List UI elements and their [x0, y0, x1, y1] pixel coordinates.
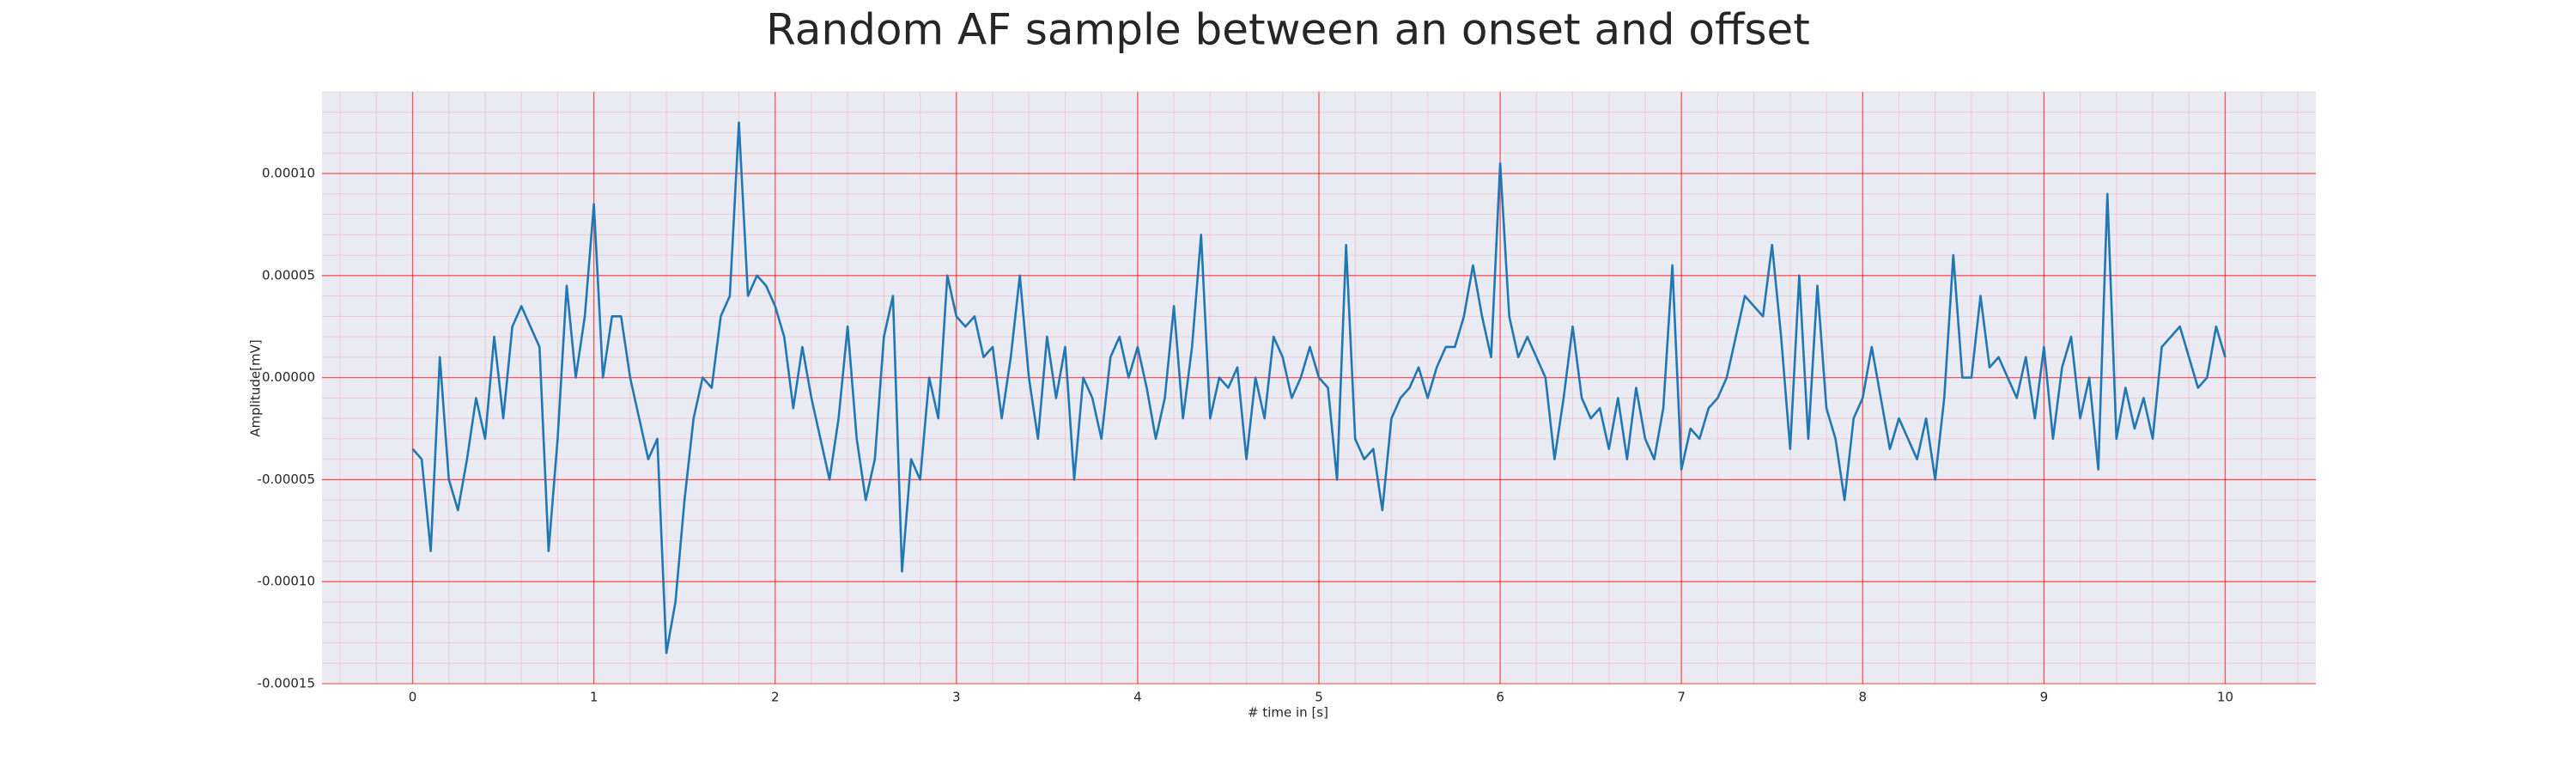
x-tick-label: 6: [1496, 690, 1504, 705]
y-tick-label: 0.00005: [262, 267, 315, 283]
x-tick-label: 7: [1677, 690, 1686, 705]
x-tick-label: 8: [1858, 690, 1867, 705]
x-tick-label: 10: [2217, 690, 2233, 705]
x-tick-label: 3: [952, 690, 961, 705]
y-axis-label: Amplitude[mV]: [248, 339, 264, 436]
y-tick-label: 0.00010: [262, 166, 315, 181]
x-tick-label: 5: [1315, 690, 1323, 705]
x-tick-label: 2: [771, 690, 780, 705]
x-tick-label: 0: [409, 690, 417, 705]
y-tick-label: -0.00010: [258, 574, 315, 589]
x-tick-label: 9: [2040, 690, 2049, 705]
x-tick-label: 4: [1133, 690, 1142, 705]
y-tick-label: -0.00005: [258, 472, 315, 487]
x-tick-label: 1: [590, 690, 598, 705]
signal-line: [411, 121, 2227, 654]
y-tick-label: 0.00000: [262, 369, 315, 385]
y-tick-label: -0.00015: [258, 676, 315, 691]
chart-title: Random AF sample between an onset and of…: [766, 5, 1810, 55]
x-axis-label: # time in [s]: [1248, 705, 1328, 721]
